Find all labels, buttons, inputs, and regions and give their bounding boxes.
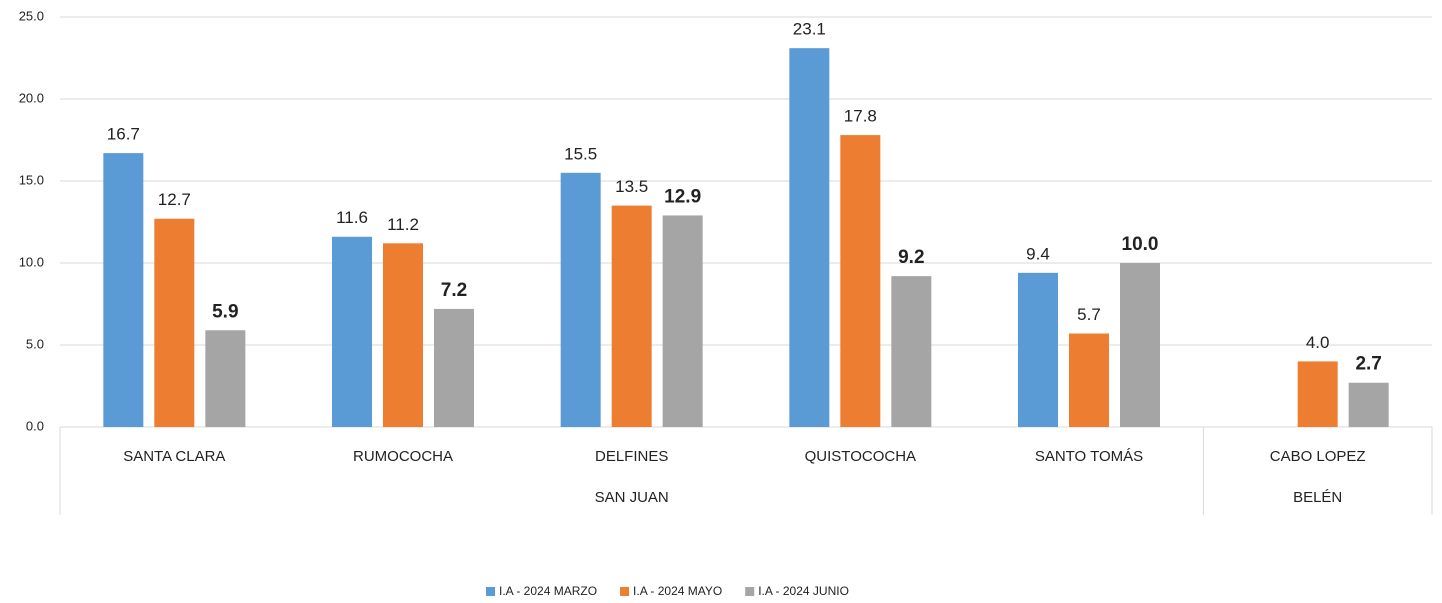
bar — [205, 330, 246, 427]
y-tick-label: 5.0 — [26, 336, 44, 351]
bar — [434, 308, 474, 427]
data-label: 11.2 — [387, 215, 419, 234]
legend-label: I.A - 2024 JUNIO — [758, 584, 849, 598]
legend-swatch — [486, 587, 495, 596]
x-tick-label: DELFINES — [595, 448, 668, 465]
x-tick-label: SANTA CLARA — [123, 448, 225, 465]
bar — [1120, 263, 1160, 427]
x-tick-label: SANTO TOMÁS — [1035, 448, 1143, 465]
group-label: SAN JUAN — [595, 489, 669, 506]
data-label: 7.2 — [441, 280, 467, 301]
bar — [383, 243, 423, 427]
legend-label: I.A - 2024 MARZO — [499, 584, 597, 598]
bar — [789, 48, 830, 427]
group-label: BELÉN — [1293, 489, 1342, 506]
legend-label: I.A - 2024 MAYO — [633, 584, 722, 598]
bar — [611, 205, 652, 427]
legend-swatch — [745, 587, 755, 596]
data-label: 4.0 — [1306, 333, 1330, 352]
data-label: 13.5 — [615, 177, 648, 196]
bar — [840, 135, 881, 427]
x-tick-label: RUMOCOCHA — [353, 448, 453, 465]
data-label: 23.1 — [793, 20, 826, 39]
data-label: 12.9 — [664, 186, 701, 207]
bar — [332, 236, 372, 427]
bar — [1348, 382, 1389, 427]
bar — [154, 218, 195, 427]
data-label: 11.6 — [336, 208, 368, 227]
data-label: 9.4 — [1026, 244, 1050, 263]
y-tick-label: 15.0 — [19, 172, 44, 187]
bar — [1297, 361, 1338, 427]
data-label: 5.9 — [212, 301, 238, 322]
data-label: 16.7 — [107, 125, 140, 144]
bar — [1018, 272, 1058, 427]
bar — [891, 276, 932, 427]
bar — [560, 172, 601, 427]
bar — [103, 153, 144, 427]
data-label: 9.2 — [898, 247, 924, 268]
x-tick-label: QUISTOCOCHA — [805, 448, 916, 465]
legend-swatch — [620, 587, 630, 596]
data-label: 5.7 — [1077, 305, 1101, 324]
x-tick-label: CABO LOPEZ — [1270, 448, 1366, 465]
bar — [1069, 333, 1109, 427]
y-tick-label: 10.0 — [19, 254, 44, 269]
data-label: 15.5 — [564, 144, 597, 163]
data-label: 2.7 — [1355, 354, 1381, 375]
data-label: 10.0 — [1122, 234, 1159, 255]
y-tick-label: 25.0 — [19, 8, 44, 23]
data-label: 12.7 — [158, 190, 191, 209]
y-tick-label: 20.0 — [19, 90, 44, 105]
data-label: 17.8 — [844, 107, 877, 126]
y-tick-label: 0.0 — [26, 418, 44, 433]
bar — [662, 215, 703, 427]
